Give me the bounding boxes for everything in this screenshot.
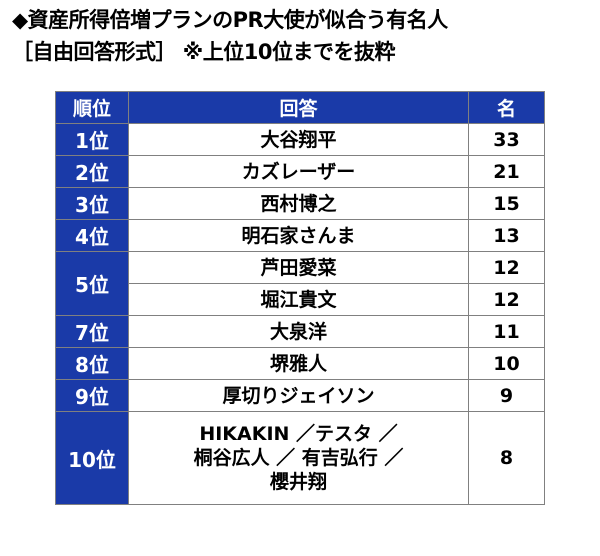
rank-cell: 8位: [55, 347, 129, 380]
count-cell: 12: [468, 251, 545, 284]
answer-cell: HIKAKIN ／テスタ ／ 桐谷広人 ／ 有吉弘行 ／ 櫻井翔: [128, 411, 469, 505]
answer-cell: 大谷翔平: [128, 123, 469, 156]
answer-cell: 西村博之: [128, 187, 469, 220]
table-row: 2位 カズレーザー 21: [55, 155, 545, 188]
page-subtitle: ［自由回答形式］ ※上位10位までを抜粋: [12, 40, 395, 64]
count-cell: 8: [468, 411, 545, 505]
rank-cell: 9位: [55, 379, 129, 412]
table-row: 3位 西村博之 15: [55, 187, 545, 220]
count-cell: 15: [468, 187, 545, 220]
answer-cell: 芦田愛菜: [128, 251, 469, 284]
answer-cell: 厚切りジェイソン: [128, 379, 469, 412]
answer-cell: カズレーザー: [128, 155, 469, 188]
answer-line: HIKAKIN ／テスタ ／: [199, 423, 398, 445]
count-cell: 11: [468, 315, 545, 348]
count-cell: 13: [468, 219, 545, 252]
table-row: 堀江貴文 12: [56, 283, 545, 316]
answer-cell: 明石家さんま: [128, 219, 469, 252]
count-cell: 9: [468, 379, 545, 412]
header-count: 名: [468, 91, 545, 124]
answer-line: 櫻井翔: [269, 471, 327, 493]
rank-cell: 3位: [55, 187, 129, 220]
table-row: 8位 堺雅人 10: [55, 347, 545, 380]
ranking-table: 順位 回答 名 1位 大谷翔平 33 2位 カズレーザー 21 3位 西村博之 …: [55, 91, 545, 505]
answer-line: 桐谷広人 ／ 有吉弘行 ／: [193, 447, 404, 469]
rank-cell: 10位: [55, 411, 129, 505]
count-cell: 12: [468, 283, 545, 316]
answer-cell: 大泉洋: [128, 315, 469, 348]
table-row: 9位 厚切りジェイソン 9: [55, 379, 545, 412]
table-row: 1位 大谷翔平 33: [55, 123, 545, 156]
count-cell: 21: [468, 155, 545, 188]
table-row: 5位 芦田愛菜 12: [55, 251, 545, 316]
rank-cell: 1位: [55, 123, 129, 156]
answer-cell: 堺雅人: [128, 347, 469, 380]
header-rank: 順位: [55, 91, 129, 124]
header-answer: 回答: [128, 91, 469, 124]
page-title: ◆資産所得倍増プランのPR大使が似合う有名人: [12, 8, 448, 32]
count-cell: 33: [468, 123, 545, 156]
table-header-row: 順位 回答 名: [55, 91, 545, 124]
table-row: 4位 明石家さんま 13: [55, 219, 545, 252]
rank-cell: 7位: [55, 315, 129, 348]
rank-cell: 2位: [55, 155, 129, 188]
rank-cell: 4位: [55, 219, 129, 252]
rank-cell: 5位: [55, 251, 129, 316]
answer-cell: 堀江貴文: [128, 283, 469, 316]
table-row: 10位 HIKAKIN ／テスタ ／ 桐谷広人 ／ 有吉弘行 ／ 櫻井翔 8: [55, 411, 545, 505]
count-cell: 10: [468, 347, 545, 380]
table-row: 7位 大泉洋 11: [55, 315, 545, 348]
